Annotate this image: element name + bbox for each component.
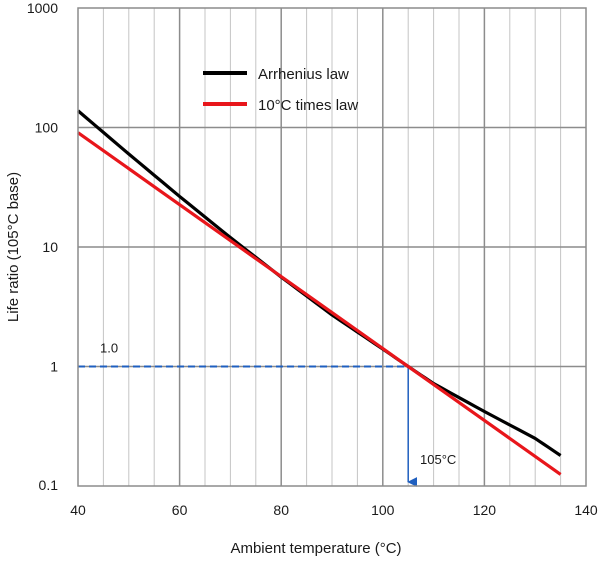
plot-border	[77, 7, 587, 487]
x-tick-label: 140	[574, 502, 598, 518]
x-tick-label: 80	[273, 502, 289, 518]
x-tick-label: 120	[473, 502, 497, 518]
series-line-10c-times	[77, 131, 562, 476]
y-tick-label: 1	[50, 359, 58, 375]
reference-lines	[78, 365, 418, 487]
reference-temperature-label: 105°C	[420, 452, 456, 467]
y-tick-label: 1000	[27, 0, 58, 16]
x-tick-label: 40	[70, 502, 86, 518]
y-tick-label: 0.1	[39, 477, 59, 493]
x-axis-ticks: 40 60 80 100 120 140	[70, 502, 598, 518]
series-lines	[76, 109, 562, 476]
x-tick-label: 100	[371, 502, 395, 518]
reference-value-label: 1.0	[100, 341, 118, 356]
legend: Arrhenius law 10°C times law	[203, 66, 358, 114]
y-tick-label: 100	[35, 120, 59, 136]
legend-label-arrhenius: Arrhenius law	[258, 66, 349, 83]
x-axis-title: Ambient temperature (°C)	[230, 540, 401, 557]
y-tick-label: 10	[42, 239, 58, 255]
y-axis-title: Life ratio (105°C base)	[5, 172, 22, 322]
legend-label-10c: 10°C times law	[258, 97, 358, 114]
major-gridlines	[78, 8, 586, 486]
x-tick-label: 60	[172, 502, 188, 518]
y-axis-ticks: 0.1 1 10 100 1000	[27, 0, 58, 493]
